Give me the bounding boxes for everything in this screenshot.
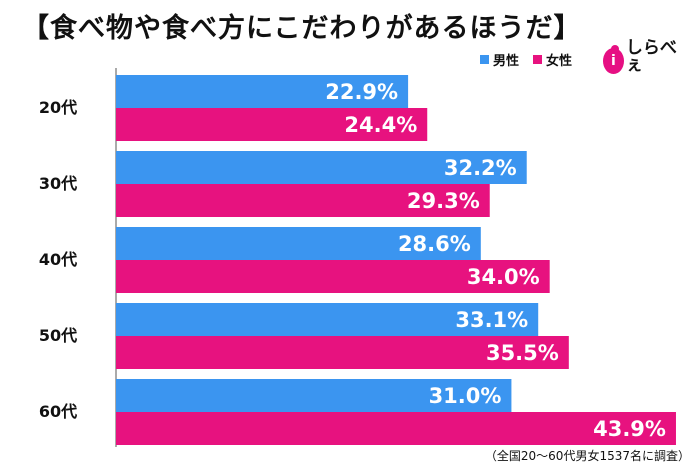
category-label: 30代 [39,174,77,193]
data-label-female: 35.5% [486,341,559,365]
data-label-female: 34.0% [467,265,540,289]
bar-female [116,184,490,217]
bar-female [116,260,550,293]
logo: i しらべぇ [603,40,685,74]
data-label-male: 33.1% [455,308,528,332]
data-label-female: 43.9% [593,417,666,441]
legend-label-female: 女性 [546,54,573,69]
footnote: （全国20〜60代男女1537名に調査） [484,449,690,463]
category-label: 60代 [39,402,77,421]
data-label-male: 31.0% [429,384,502,408]
data-label-male: 28.6% [398,232,471,256]
chart-title: 【食べ物や食べ方にこだわりがあるほうだ】 [22,13,582,44]
legend-label-male: 男性 [493,54,520,69]
magnifier-i-icon: i [603,45,624,74]
legend-item-female: 女性 [533,50,572,69]
category-label: 40代 [39,250,77,269]
legend-item-male: 男性 [480,50,519,69]
logo-text: しらべぇ [625,38,677,75]
category-label: 50代 [39,326,77,345]
legend-swatch-female [533,55,543,64]
bar-female [116,336,569,369]
bar-male [116,379,512,412]
bar-female [116,412,676,445]
bar-male [116,151,527,184]
bar-male [116,75,409,108]
data-label-female: 29.3% [407,189,480,213]
legend: 男性 女性 [480,50,586,69]
data-label-male: 32.2% [444,156,517,180]
bar-male [116,303,539,336]
data-label-female: 24.4% [344,113,417,137]
bar-male [116,227,481,260]
category-label: 20代 [39,98,77,117]
bar-female [116,108,428,141]
legend-swatch-male [480,55,489,64]
data-label-male: 22.9% [325,80,398,104]
